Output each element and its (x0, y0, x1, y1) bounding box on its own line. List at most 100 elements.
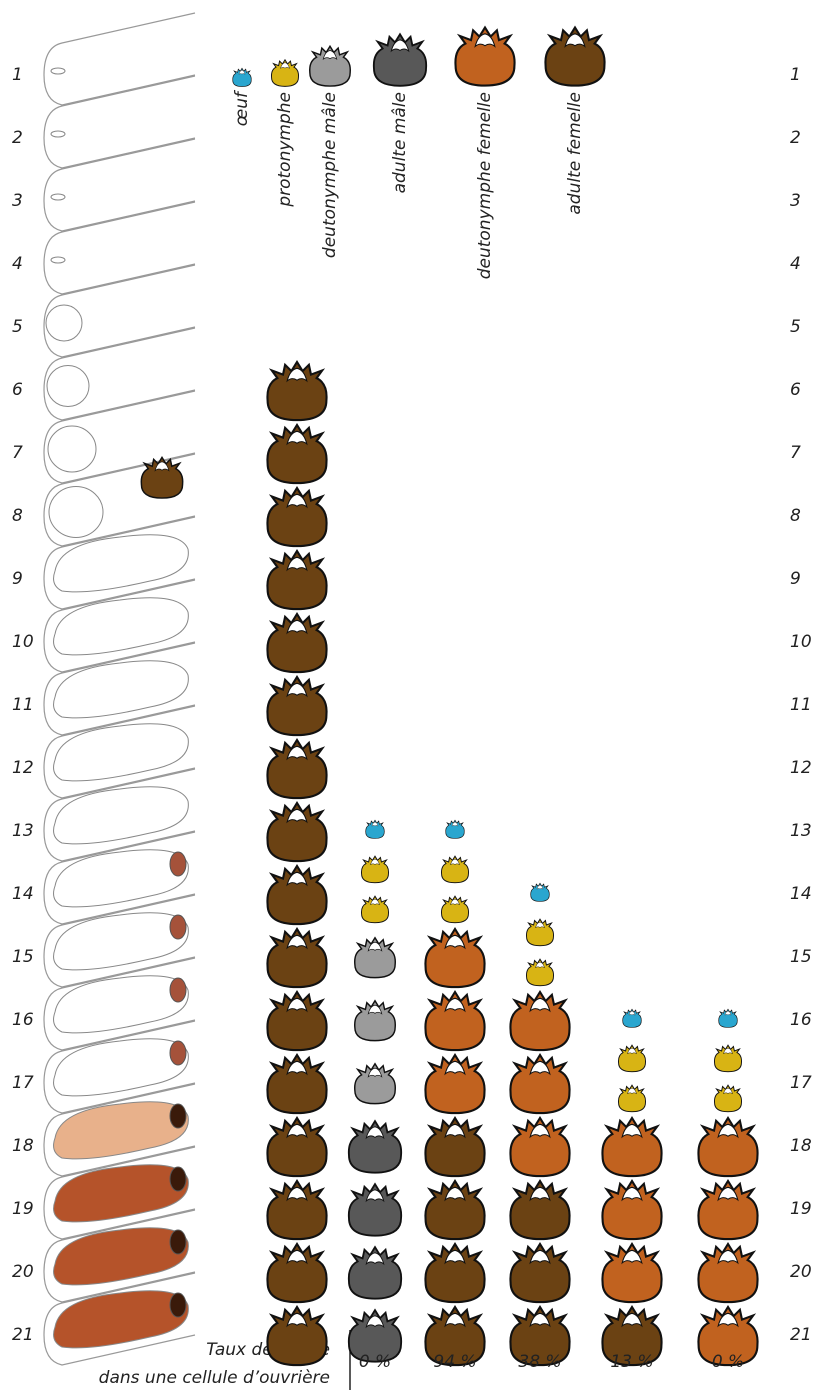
day-label: 9 (12, 569, 23, 589)
day-label: 11 (790, 695, 812, 715)
mite (267, 1118, 326, 1176)
pupa-eye (170, 1167, 186, 1191)
mite (349, 1121, 401, 1172)
mite (355, 1064, 396, 1104)
day-label: 10 (790, 632, 812, 652)
day-label: 10 (12, 632, 34, 652)
mite (698, 1244, 757, 1302)
day-label: 19 (12, 1199, 34, 1219)
mite (714, 1045, 741, 1072)
mite (267, 803, 326, 861)
page: {"days": ["1","2","3","4","5","6","7","8… (0, 0, 813, 1392)
legend-mite (310, 46, 351, 86)
survival-rate: 0 % (712, 1352, 744, 1372)
day-label: 21 (790, 1325, 812, 1345)
survival-label: dans une cellule d’ouvrière (99, 1368, 330, 1388)
survival-rate: 38 % (518, 1352, 561, 1372)
mite (510, 1181, 569, 1239)
day-label: 6 (12, 380, 23, 400)
mite (267, 740, 326, 798)
mite (618, 1045, 645, 1072)
mite (355, 938, 396, 978)
day-label: 14 (12, 884, 34, 904)
mite (698, 1181, 757, 1239)
day-label: 3 (12, 191, 23, 211)
mite (361, 896, 388, 923)
mite (425, 1181, 484, 1239)
legend-label: deutonymphe femelle (475, 92, 495, 279)
mite (602, 1244, 661, 1302)
survival-rate: 0 % (359, 1352, 391, 1372)
mite (349, 1184, 401, 1235)
mite (267, 1307, 326, 1365)
mite (267, 929, 326, 987)
mite (510, 1055, 569, 1113)
mite (602, 1181, 661, 1239)
mite (267, 1181, 326, 1239)
mite (510, 1244, 569, 1302)
day-label: 5 (790, 317, 801, 337)
day-label: 1 (790, 65, 801, 85)
mite (366, 820, 385, 838)
mite (349, 1247, 401, 1298)
day-label: 7 (790, 443, 801, 463)
mite (267, 1055, 326, 1113)
egg (51, 131, 65, 137)
day-label: 15 (790, 947, 812, 967)
mite (267, 992, 326, 1050)
legend-label: adulte femelle (565, 92, 585, 215)
pupa-eye (170, 1104, 186, 1128)
mite (531, 883, 550, 901)
day-label: 17 (12, 1073, 34, 1093)
day-label: 5 (12, 317, 23, 337)
larva (48, 426, 96, 472)
cell-outline (44, 139, 195, 231)
legend-label: protonymphe (275, 92, 295, 208)
legend-mite (545, 28, 604, 86)
mite (267, 362, 326, 420)
day-label: 12 (12, 758, 34, 778)
diagram: Taux de survie dans une cellule d’ouvriè… (0, 0, 813, 1392)
mite (446, 820, 465, 838)
mite (526, 959, 553, 986)
day-label: 16 (790, 1010, 812, 1030)
mite (510, 1118, 569, 1176)
day-label: 19 (790, 1199, 812, 1219)
day-label: 17 (790, 1073, 812, 1093)
brood-cells (44, 13, 195, 1365)
legend-mite (233, 68, 252, 86)
larva (49, 487, 103, 538)
mite (267, 614, 326, 672)
day-label: 9 (790, 569, 801, 589)
day-label: 15 (12, 947, 34, 967)
mite (267, 677, 326, 735)
legend-label: œuf (232, 89, 252, 126)
mite (441, 856, 468, 883)
mite (267, 488, 326, 546)
mite (698, 1118, 757, 1176)
legend-label: adulte mâle (390, 92, 410, 193)
egg (51, 68, 65, 74)
mite (623, 1009, 642, 1027)
day-label: 13 (12, 821, 34, 841)
pupa-eye (170, 915, 186, 939)
day-label: 2 (790, 128, 801, 148)
cell-outline (44, 76, 195, 168)
day-label: 16 (12, 1010, 34, 1030)
day-label: 8 (12, 506, 23, 526)
mite (441, 896, 468, 923)
egg (51, 194, 65, 200)
mite (618, 1085, 645, 1112)
day-label: 3 (790, 191, 801, 211)
day-label: 2 (12, 128, 23, 148)
day-label: 20 (12, 1262, 34, 1282)
mite (425, 929, 484, 987)
mite (425, 1118, 484, 1176)
mite (355, 1001, 396, 1041)
day-label: 4 (790, 254, 801, 274)
cell-outline (44, 202, 195, 294)
day-label: 18 (790, 1136, 812, 1156)
day-label: 1 (12, 65, 23, 85)
survival-rate: 13 % (610, 1352, 653, 1372)
mite (425, 1055, 484, 1113)
